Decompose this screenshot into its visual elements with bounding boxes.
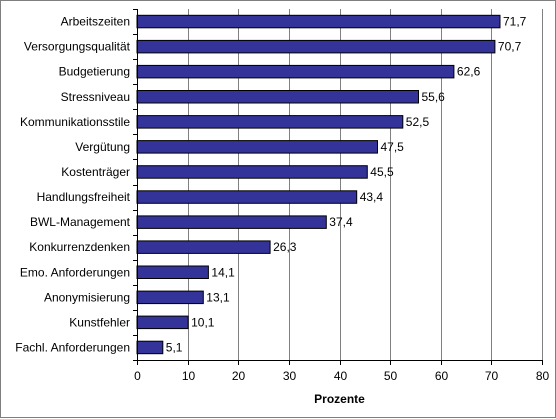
x-tick-label-70: 70 [485, 369, 499, 383]
bar-2 [136, 39, 496, 54]
bar-14 [136, 340, 164, 355]
category-label-9: BWL-Management [30, 215, 131, 229]
bar-9 [136, 215, 327, 229]
bar-6 [136, 140, 378, 154]
bar-5 [136, 115, 404, 129]
bar-1 [136, 14, 501, 29]
category-label-10: Konkurrenzdenken [29, 240, 130, 254]
value-label-5: 52,5 [406, 115, 430, 129]
x-tick-label-40: 40 [334, 369, 348, 383]
category-label-5: Kommunikationsstile [20, 115, 130, 129]
value-label-1: 71,7 [503, 15, 527, 29]
bar-12 [136, 290, 204, 305]
category-label-13: Kunstfehler [69, 315, 130, 329]
bar-3 [136, 64, 455, 79]
x-tick-label-60: 60 [435, 369, 449, 383]
category-label-1: Arbeitszeiten [61, 15, 130, 29]
bar-8 [136, 190, 358, 204]
value-label-2: 70,7 [498, 40, 522, 54]
x-tick-label-0: 0 [134, 369, 141, 383]
bar-7 [136, 165, 368, 179]
category-label-11: Emo. Anforderungen [20, 265, 130, 279]
value-label-10: 26,3 [273, 240, 297, 254]
value-label-3: 62,6 [457, 65, 481, 79]
value-label-7: 45,5 [370, 165, 394, 179]
category-label-6: Vergütung [75, 140, 130, 154]
x-tick-label-80: 80 [536, 369, 550, 383]
category-label-7: Kostenträger [61, 165, 130, 179]
value-label-13: 10,1 [191, 315, 215, 329]
value-label-8: 43,4 [360, 190, 384, 204]
category-label-2: Versorgungsqualität [24, 40, 131, 54]
x-tick-label-10: 10 [182, 369, 196, 383]
bar-4 [136, 90, 419, 104]
bar-11 [136, 265, 209, 279]
category-label-14: Fachl. Anforderungen [15, 341, 130, 355]
bar-10 [136, 240, 271, 254]
value-label-4: 55,6 [422, 90, 446, 104]
x-tick-label-50: 50 [384, 369, 398, 383]
bar-13 [136, 315, 189, 330]
value-label-6: 47,5 [381, 140, 405, 154]
x-axis-title: Prozente [314, 392, 365, 406]
value-label-14: 5,1 [166, 341, 183, 355]
value-label-12: 13,1 [206, 290, 230, 304]
x-tick-label-20: 20 [232, 369, 246, 383]
category-label-8: Handlungsfreiheit [37, 190, 131, 204]
value-label-11: 14,1 [211, 265, 235, 279]
category-label-12: Anonymisierung [44, 290, 130, 304]
category-label-4: Stressniveau [61, 90, 130, 104]
value-label-9: 37,4 [329, 215, 353, 229]
category-label-3: Budgetierung [59, 65, 130, 79]
x-tick-label-30: 30 [283, 369, 297, 383]
